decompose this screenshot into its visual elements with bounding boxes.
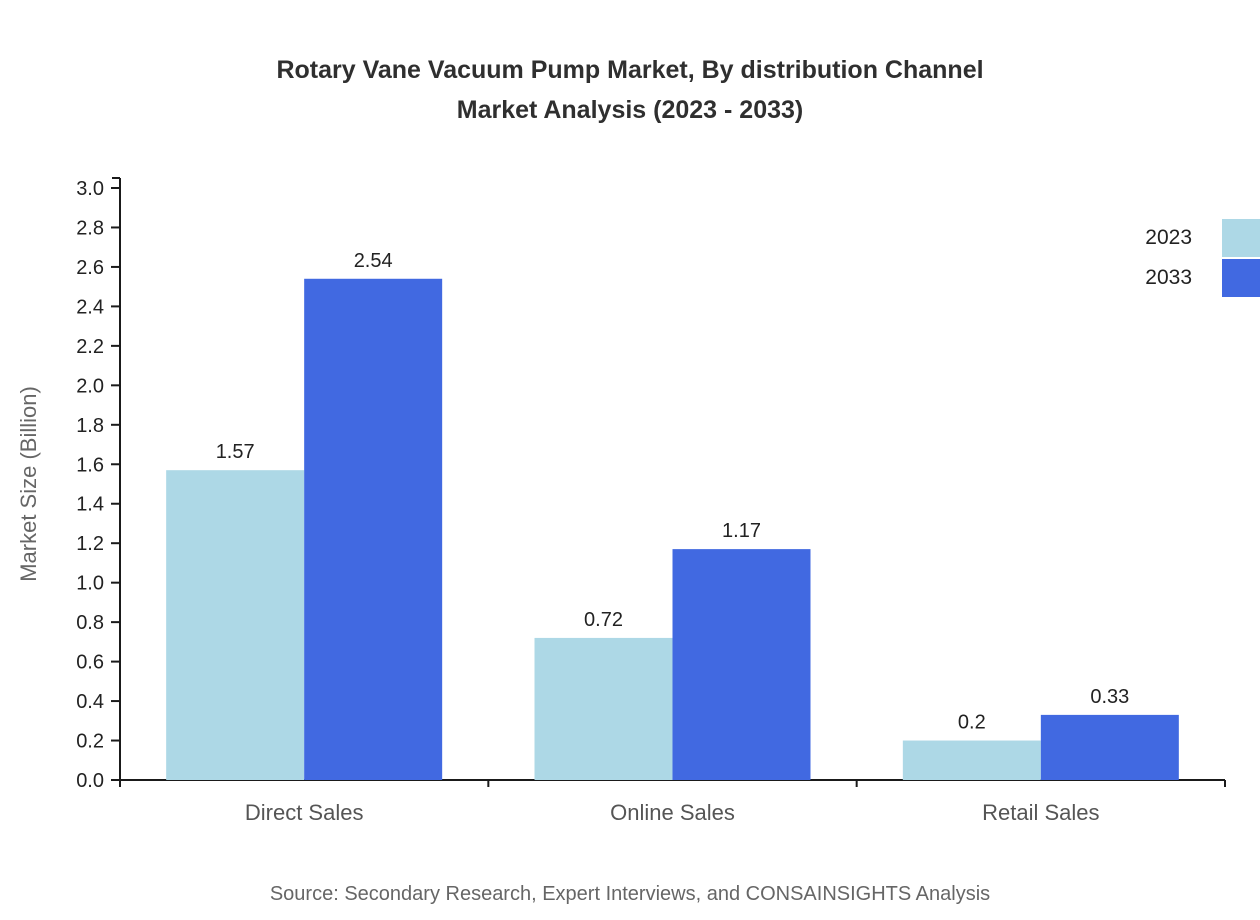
y-tick-label: 1.6 (76, 454, 104, 476)
bar-2023-direct-sales (166, 470, 305, 780)
x-category-label: Direct Sales (245, 800, 364, 825)
bar-2033-retail-sales (1040, 714, 1179, 780)
y-tick-label: 2.0 (76, 375, 104, 397)
bar-value-label: 1.17 (722, 520, 761, 542)
x-category-label: Retail Sales (982, 800, 1099, 825)
bar-chart: 0.0 0.2 0.4 0.6 0.8 1.0 1.2 1.4 1.6 1.8 2.0 2.2 2.4 2… (16, 177, 1226, 825)
bar-value-label: 1.57 (216, 441, 255, 463)
legend-swatch-2033 (1222, 259, 1260, 297)
y-tick-label: 0.8 (76, 612, 104, 634)
y-tick-label: 2.4 (76, 296, 104, 318)
bar-2023-online-sales (534, 637, 673, 780)
y-tick-label: 2.2 (76, 336, 104, 358)
x-category-label: Online Sales (610, 800, 735, 825)
bar-2033-online-sales (672, 549, 811, 780)
legend-item-2033: 2033 (1145, 258, 1260, 298)
chart-title-line1: Rotary Vane Vacuum Pump Market, By distr… (276, 56, 984, 84)
y-tick-label: 0.2 (76, 731, 104, 753)
legend: 2023 2033 (1145, 218, 1260, 298)
y-tick-label: 1.0 (76, 573, 104, 595)
bar-value-label: 0.2 (958, 712, 986, 734)
source-text: Source: Secondary Research, Expert Inter… (269, 883, 991, 905)
bar-value-label: 0.72 (584, 609, 623, 631)
y-tick-label: 0.0 (76, 770, 104, 792)
chart-title: Rotary Vane Vacuum Pump Market, By distr… (0, 50, 1260, 130)
legend-label-2033: 2033 (1145, 266, 1192, 289)
legend-label-2023: 2023 (1145, 226, 1192, 249)
legend-swatch-2023 (1222, 219, 1260, 257)
y-tick-label: 2.6 (76, 257, 104, 279)
legend-item-2023: 2023 (1145, 218, 1260, 258)
bar-2033-direct-sales (304, 278, 443, 780)
y-tick-label: 0.6 (76, 652, 104, 674)
chart-title-line2: Market Analysis (2023 - 2033) (456, 96, 804, 124)
y-tick-label: 3.0 (76, 178, 104, 200)
y-tick-label: 0.4 (76, 691, 104, 713)
bar-2023-retail-sales (902, 740, 1041, 780)
y-axis-title: Market Size (Billion) (16, 386, 41, 582)
y-tick-label: 1.4 (76, 494, 104, 516)
y-tick-label: 1.2 (76, 533, 104, 555)
bar-value-label: 2.54 (354, 250, 393, 272)
bar-value-label: 0.33 (1090, 686, 1129, 708)
y-tick-label: 2.8 (76, 217, 104, 239)
y-tick-label: 1.8 (76, 415, 104, 437)
